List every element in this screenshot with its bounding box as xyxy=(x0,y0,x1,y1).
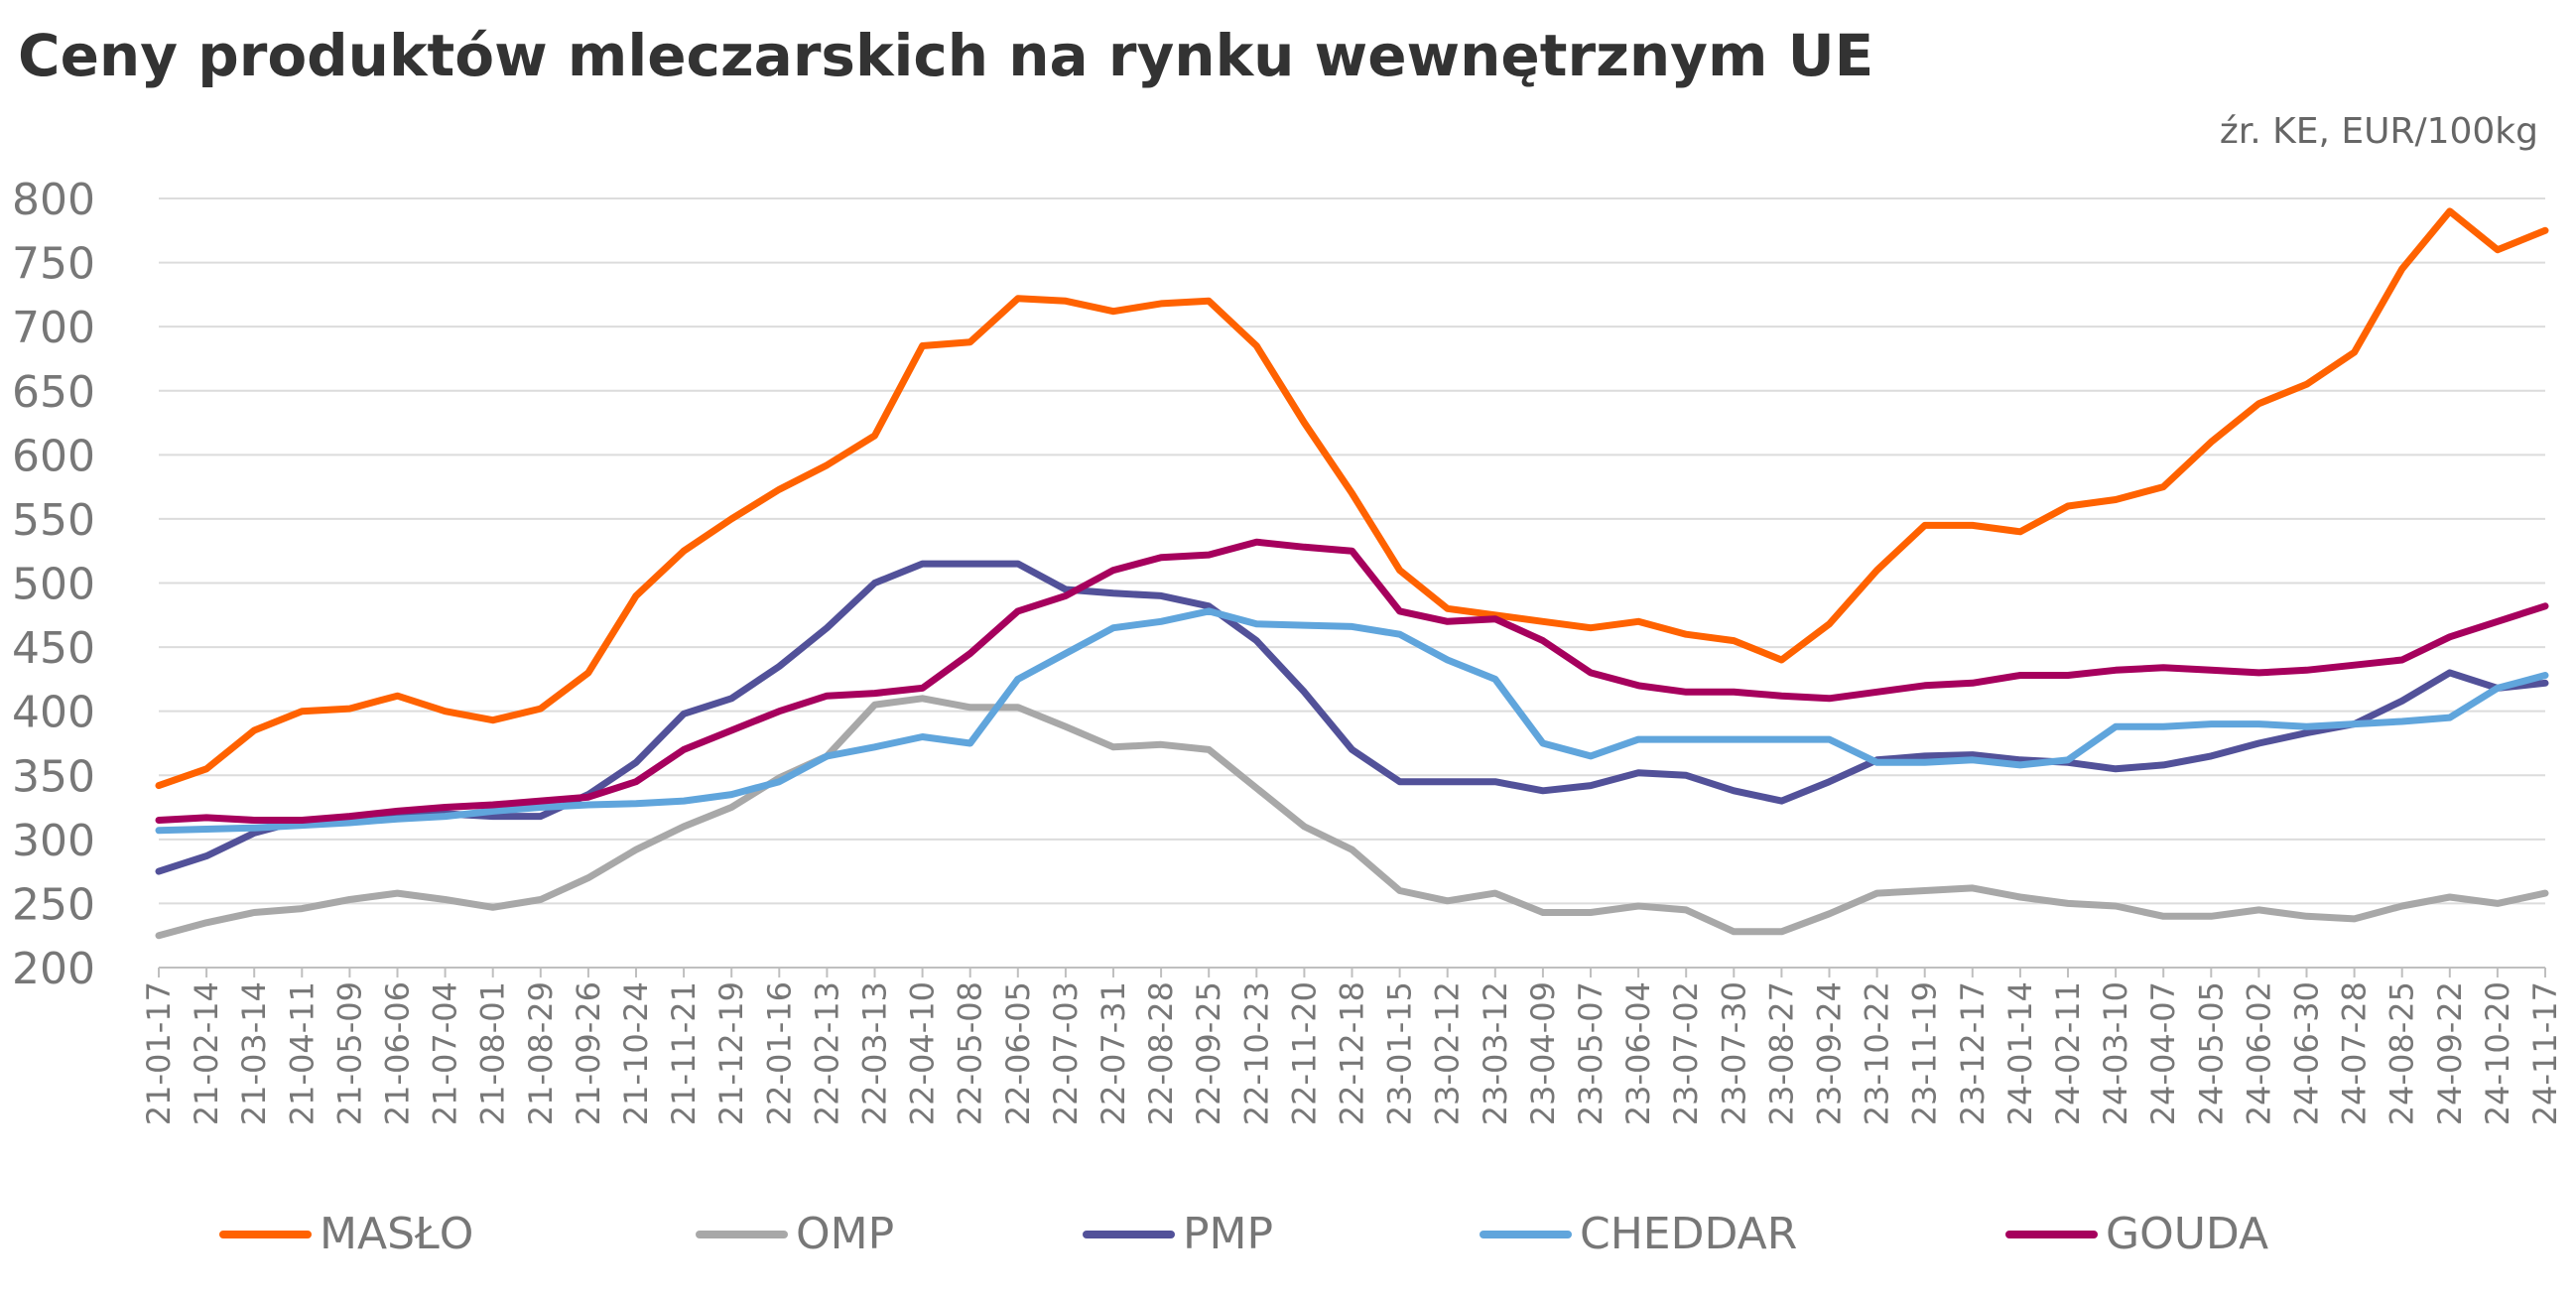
x-axis-labels: 21-01-17 21-02-14 21-03-14 21-04-11 21-05-09… xyxy=(140,968,2564,1125)
x-tick-label: 22-09-25 xyxy=(1190,981,1227,1125)
x-tick-label: 22-04-10 xyxy=(904,981,942,1125)
x-tick-label: 21-10-24 xyxy=(617,981,655,1125)
y-tick-label: 250 xyxy=(12,879,95,930)
x-tick-label: 21-07-04 xyxy=(427,981,464,1125)
chart-title: Ceny produktów mleczarskich na rynku wew… xyxy=(18,22,1874,89)
x-tick-label: 23-01-15 xyxy=(1381,981,1419,1125)
y-tick-label: 700 xyxy=(12,303,95,353)
x-tick-label: 22-10-23 xyxy=(1237,981,1275,1125)
legend: MASŁO OMP PMP CHEDDAR GOUDA xyxy=(219,1209,2268,1259)
x-tick-label: 23-07-30 xyxy=(1715,981,1752,1125)
x-tick-label: 23-10-22 xyxy=(1859,981,1896,1125)
x-tick-label: 24-04-07 xyxy=(2144,981,2182,1125)
x-tick-label: 23-12-17 xyxy=(1954,981,1992,1125)
x-tick-label: 24-06-30 xyxy=(2288,981,2326,1125)
series-line-masło xyxy=(155,207,2549,790)
x-tick-label: 21-12-19 xyxy=(712,981,750,1125)
y-tick-label: 500 xyxy=(12,560,95,610)
legend-label: GOUDA xyxy=(2106,1209,2268,1259)
y-tick-label: 750 xyxy=(12,239,95,290)
x-tick-label: 21-09-26 xyxy=(570,981,607,1125)
x-tick-label: 23-08-27 xyxy=(1762,981,1800,1125)
legend-label: PMP xyxy=(1183,1209,1273,1259)
x-tick-label: 24-07-28 xyxy=(2336,981,2374,1125)
x-tick-label: 21-03-14 xyxy=(235,981,273,1125)
y-tick-label: 300 xyxy=(12,816,95,866)
x-tick-label: 21-04-11 xyxy=(283,981,321,1125)
x-tick-label: 24-10-20 xyxy=(2479,981,2516,1125)
y-tick-label: 550 xyxy=(12,495,95,546)
x-tick-label: 22-12-18 xyxy=(1334,981,1371,1125)
y-tick-label: 600 xyxy=(12,431,95,481)
x-tick-label: 22-01-16 xyxy=(760,981,798,1125)
x-tick-label: 22-08-28 xyxy=(1142,981,1180,1125)
x-tick-label: 22-11-20 xyxy=(1285,981,1323,1125)
y-axis-labels: 800 750 700 650 600 550 500 450 400 350 300 250 200 xyxy=(12,175,95,994)
x-tick-label: 22-03-13 xyxy=(856,981,894,1125)
x-tick-label: 24-11-17 xyxy=(2526,981,2564,1125)
x-tick-label: 22-05-08 xyxy=(952,981,989,1125)
x-tick-label: 22-07-03 xyxy=(1047,981,1085,1125)
x-tick-label: 23-11-19 xyxy=(1906,981,1944,1125)
x-tick-label: 21-05-09 xyxy=(330,981,368,1125)
x-tick-label: 23-02-12 xyxy=(1429,981,1467,1125)
x-tick-label: 23-07-02 xyxy=(1667,981,1705,1125)
y-tick-label: 450 xyxy=(12,623,95,674)
series-lines xyxy=(155,207,2549,940)
series-line-omp xyxy=(155,695,2549,940)
x-tick-label: 23-04-09 xyxy=(1524,981,1562,1125)
x-tick-label: 22-02-13 xyxy=(808,981,845,1125)
chart-subtitle: źr. KE, EUR/100kg xyxy=(2219,111,2538,152)
y-tick-label: 200 xyxy=(12,944,95,994)
x-tick-label: 24-03-10 xyxy=(2097,981,2134,1125)
x-tick-label: 24-01-14 xyxy=(2001,981,2039,1125)
y-tick-label: 650 xyxy=(12,367,95,418)
x-tick-label: 23-06-04 xyxy=(1619,981,1657,1125)
x-tick-label: 23-03-12 xyxy=(1477,981,1514,1125)
x-tick-label: 23-09-24 xyxy=(1811,981,1849,1125)
x-tick-label: 21-08-01 xyxy=(474,981,512,1125)
x-tick-label: 21-06-06 xyxy=(379,981,417,1125)
y-tick-label: 350 xyxy=(12,751,95,802)
series-line-cheddar xyxy=(155,607,2549,835)
x-tick-label: 21-08-29 xyxy=(522,981,560,1125)
y-tick-label: 800 xyxy=(12,175,95,225)
legend-label: MASŁO xyxy=(320,1209,473,1259)
x-tick-label: 22-07-31 xyxy=(1095,981,1132,1125)
y-tick-label: 400 xyxy=(12,688,95,738)
x-tick-label: 21-02-14 xyxy=(188,981,225,1125)
x-tick-label: 24-05-05 xyxy=(2192,981,2230,1125)
series-line-gouda xyxy=(155,538,2549,824)
x-tick-label: 21-11-21 xyxy=(665,981,703,1125)
legend-label: OMP xyxy=(796,1209,894,1259)
x-tick-label: 24-09-22 xyxy=(2431,981,2469,1125)
grid-lines xyxy=(159,197,2545,969)
x-tick-label: 21-01-17 xyxy=(140,981,178,1125)
x-tick-label: 24-06-02 xyxy=(2240,981,2277,1125)
x-tick-label: 24-08-25 xyxy=(2383,981,2421,1125)
legend-label: CHEDDAR xyxy=(1580,1209,1797,1259)
x-tick-label: 23-05-07 xyxy=(1572,981,1610,1125)
x-tick-label: 24-02-11 xyxy=(2049,981,2087,1125)
x-tick-label: 22-06-05 xyxy=(999,981,1037,1125)
